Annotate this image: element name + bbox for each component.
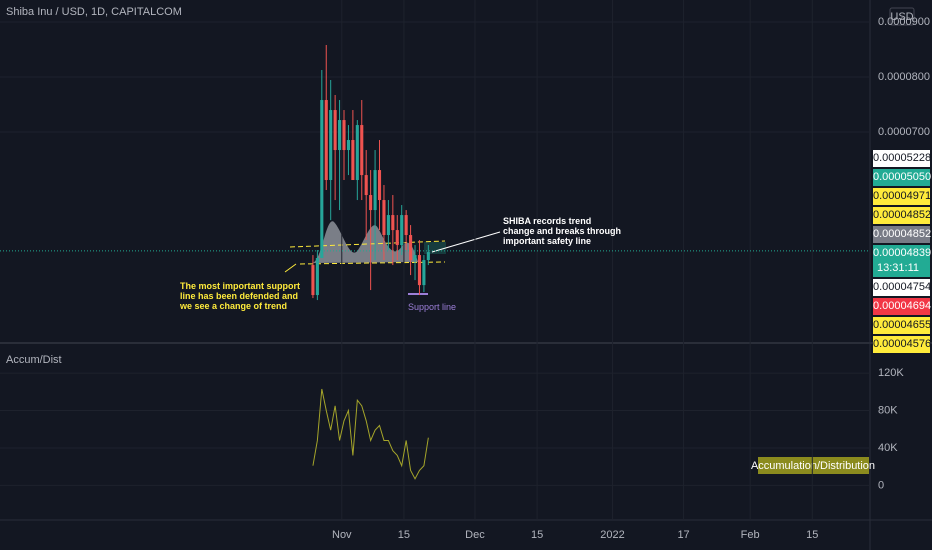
y-tick-label: 40K [878,442,898,454]
y-tick-label: 120K [878,367,904,379]
candle-body [417,255,422,286]
x-tick-label: 15 [398,529,410,541]
price-badge: 0.00004839 [873,245,931,262]
y-tick-label: 0.0000900 [878,16,930,28]
y-tick-label: 0.0000700 [878,126,930,138]
x-tick-label: Dec [465,529,485,541]
candle-body [391,215,395,231]
series-badge [758,457,869,474]
candle-body [329,110,333,181]
candle-body [426,252,430,261]
candle-body [386,215,390,236]
candle-body [320,100,324,259]
chart-title: Shiba Inu / USD, 1D, CAPITALCOM [6,6,182,18]
x-tick-label: 2022 [600,529,624,541]
candle-body [404,215,408,236]
candle-body [360,125,364,176]
currency-box[interactable] [889,7,915,26]
candle-body [400,215,404,246]
price-badge: 0.00005228 [873,150,931,167]
candle-body [373,170,377,211]
candle-body [338,120,342,151]
candle-body [369,195,373,211]
candle-body [364,175,368,196]
price-badge: 0.00004655 [873,317,931,334]
candle-body [355,125,359,181]
x-tick-label: Nov [332,529,352,541]
currency[interactable]: USD [890,11,913,23]
x-tick-label: 15 [806,529,818,541]
candle-body [324,100,328,181]
candle-body [377,170,382,201]
candle-body [422,260,426,286]
y-tick-label: 0 [878,479,884,491]
annotation: SHIBA records trend change and breaks th… [503,216,622,246]
price-badge: 0.00004852 [873,207,931,224]
candle-body [342,120,346,151]
price-badge: 0.00004852 [873,226,931,243]
price-badge: 0.00004694 [873,298,931,315]
candle-body [333,110,337,151]
arrow [431,231,501,253]
accum-dist-line [312,388,429,480]
candle-body [395,230,399,246]
candle-body [346,140,350,151]
price-badge: 0.00005050 [873,169,931,186]
x-tick-label: Feb [741,529,760,541]
y-tick-label: 80K [878,404,898,416]
candle-body [315,258,319,296]
price-badge: 0.00004971 [873,188,931,205]
y-tick-label: 0.0000800 [878,71,930,83]
price-badge: 0.00004754 [873,279,931,296]
candle-body [382,200,386,236]
candle-body [409,235,413,261]
indicator-title: Accum/Dist [6,354,62,366]
candle-body [351,140,355,181]
annotation: The most important support line has been… [180,281,300,311]
series-badge-label: Accumulation/Distribution [751,460,875,472]
candle-body [413,255,417,261]
candle-body [311,265,315,296]
price-badge: 0.00004576 [873,336,931,353]
arrow [284,263,297,273]
annotation: Support line [408,302,457,312]
pattern-shape [312,221,418,263]
x-tick-label: 15 [531,529,543,541]
x-tick-label: 17 [677,529,689,541]
countdown: 13:31:11 [873,260,930,277]
